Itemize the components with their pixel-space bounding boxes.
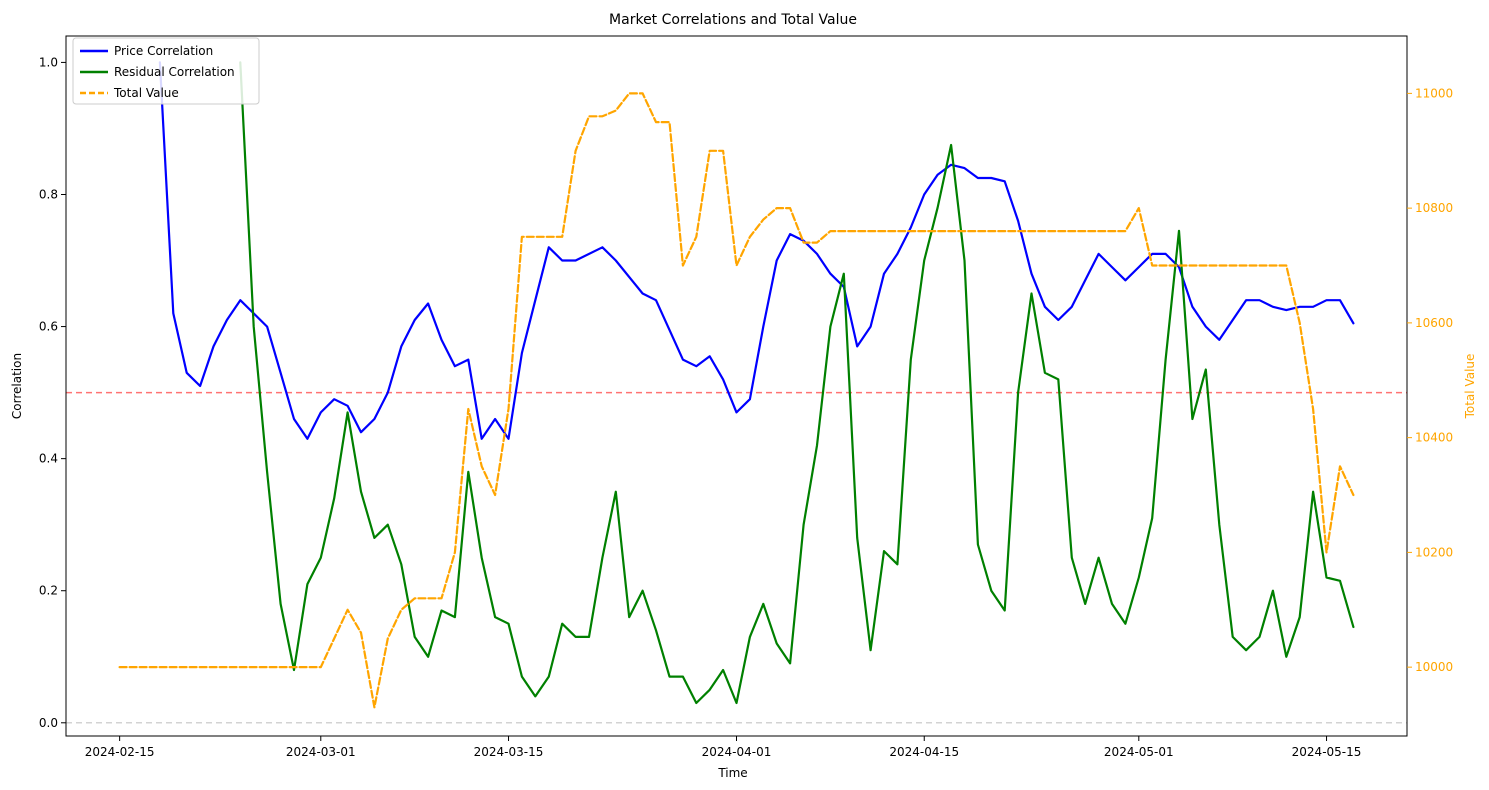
y-axis-right-label: Total Value: [1463, 354, 1477, 420]
y-right-tick-label-0: 10000: [1415, 660, 1453, 674]
y-left-tick-label-1: 0.2: [39, 584, 58, 598]
x-tick-label-5: 2024-05-01: [1104, 745, 1174, 759]
price-correlation-line: [158, 61, 1355, 440]
y-left-tick-label-2: 0.4: [39, 452, 58, 466]
x-tick-label-0: 2024-02-15: [85, 745, 155, 759]
total-value-line: [118, 92, 1355, 709]
y-left-tick-label-5: 1.0: [39, 55, 58, 69]
y-right-tick-label-4: 10800: [1415, 201, 1453, 215]
residual-correlation-line: [239, 61, 1355, 705]
x-tick-label-6: 2024-05-15: [1292, 745, 1362, 759]
x-tick-label-3: 2024-04-01: [702, 745, 772, 759]
chart-title: Market Correlations and Total Value: [609, 12, 857, 28]
y-axis-right: 10000 10200 10400 10600 10800 11000: [1407, 86, 1453, 674]
y-left-tick-label-0: 0.0: [39, 716, 58, 730]
y-left-tick-label-4: 0.8: [39, 187, 58, 201]
y-left-tick-label-3: 0.6: [39, 320, 58, 334]
legend-box: [72, 37, 260, 105]
x-tick-label-1: 2024-03-01: [286, 745, 356, 759]
reference-lines: [66, 391, 1407, 724]
x-tick-label-4: 2024-04-15: [889, 745, 959, 759]
legend-label-total: Total Value: [113, 86, 179, 100]
legend: Price Correlation Residual Correlation T…: [72, 37, 260, 105]
y-right-tick-label-3: 10600: [1415, 316, 1453, 330]
x-axis-label: Time: [717, 766, 747, 780]
y-axis-left: 0.0 0.2 0.4 0.6 0.8 1.0: [39, 55, 66, 730]
y-right-tick-label-5: 11000: [1415, 86, 1453, 100]
legend-label-price: Price Correlation: [114, 44, 213, 58]
y-axis-left-label: Correlation: [10, 353, 24, 419]
y-right-tick-label-2: 10400: [1415, 431, 1453, 445]
x-axis: 2024-02-15 2024-03-01 2024-03-15 2024-04-01…: [85, 736, 1362, 759]
legend-label-residual: Residual Correlation: [114, 65, 235, 79]
y-right-tick-label-1: 10200: [1415, 545, 1453, 559]
series-layer: [118, 61, 1355, 709]
x-tick-label-2: 2024-03-15: [474, 745, 544, 759]
